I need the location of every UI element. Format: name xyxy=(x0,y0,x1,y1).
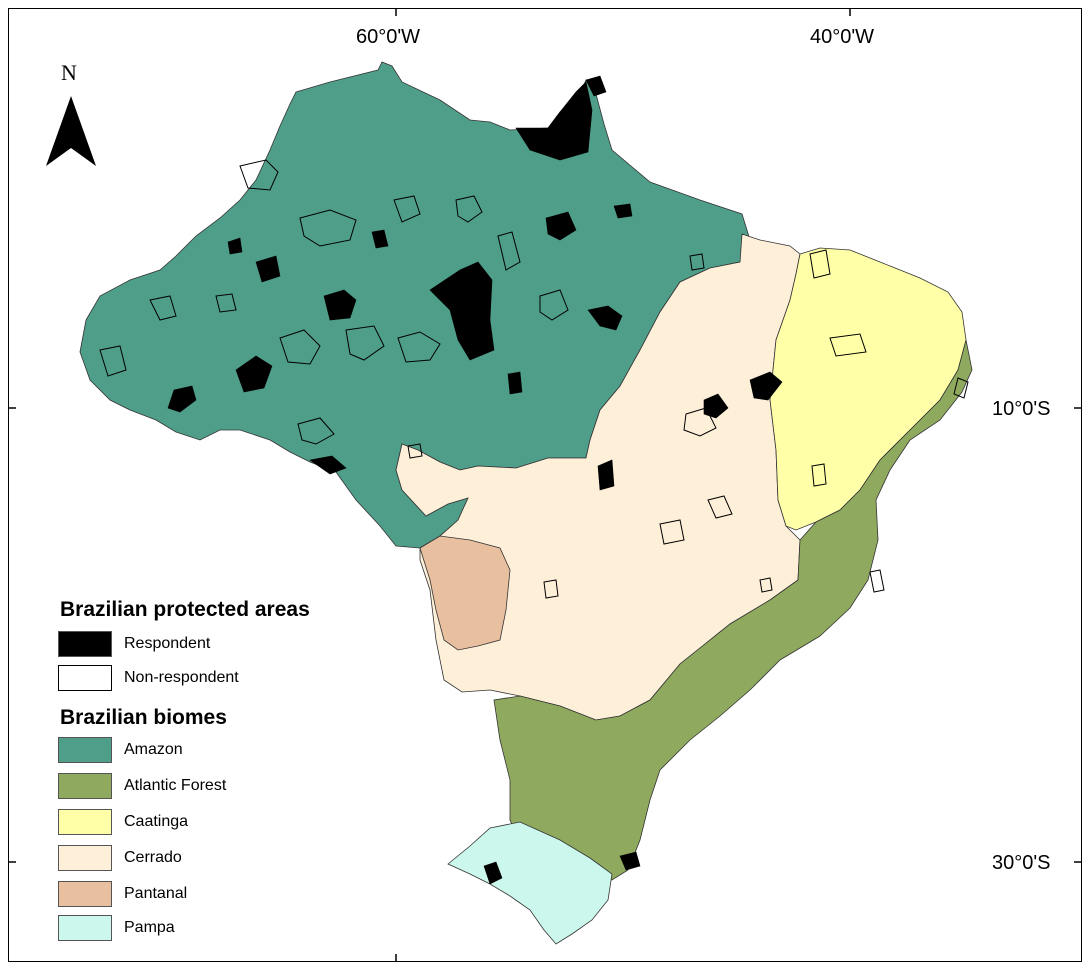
legend-swatch-atlantic-forest xyxy=(58,773,112,799)
legend-swatch-respondent xyxy=(58,631,112,657)
legend-item-caatinga: Caatinga xyxy=(58,808,188,836)
non-respondent-areas xyxy=(99,159,969,599)
legend-label-cerrado: Cerrado xyxy=(124,849,182,866)
legend-swatch-pantanal xyxy=(58,881,112,907)
legend-item-atlantic-forest: Atlantic Forest xyxy=(58,772,226,800)
legend-item-pantanal: Pantanal xyxy=(58,880,187,908)
legend-swatch-cerrado xyxy=(58,845,112,871)
longitude-label-40w: 40°0'W xyxy=(810,26,875,48)
legend-swatch-non-respondent xyxy=(58,665,112,691)
latitude-label-10s: 10°0'S xyxy=(992,398,1051,420)
legend-item-respondent: Respondent xyxy=(58,630,210,658)
biome-pampa xyxy=(447,821,613,945)
legend-label-respondent: Respondent xyxy=(124,635,211,652)
legend-label-atlantic-forest: Atlantic Forest xyxy=(124,777,227,794)
legend-protected-title: Brazilian protected areas xyxy=(60,598,310,621)
legend-item-non-respondent: Non-respondent xyxy=(58,664,239,692)
graticule-ticks xyxy=(8,8,1082,962)
legend-label-pantanal: Pantanal xyxy=(124,885,188,902)
legend-item-pampa: Pampa xyxy=(58,914,175,942)
north-arrow-icon xyxy=(46,96,96,166)
legend-item-amazon: Amazon xyxy=(58,736,183,764)
latitude-label-30s: 30°0'S xyxy=(992,852,1051,874)
respondent-areas xyxy=(167,75,783,885)
legend-label-amazon: Amazon xyxy=(124,741,183,758)
legend-label-non-respondent: Non-respondent xyxy=(124,669,239,686)
legend-item-cerrado: Cerrado xyxy=(58,844,182,872)
legend-swatch-pampa xyxy=(58,915,112,941)
longitude-label-60w: 60°0'W xyxy=(356,26,421,48)
legend-biomes-title: Brazilian biomes xyxy=(60,706,227,729)
legend-label-pampa: Pampa xyxy=(124,919,175,936)
legend-swatch-caatinga xyxy=(58,809,112,835)
north-label: N xyxy=(61,60,77,85)
legend-swatch-amazon xyxy=(58,737,112,763)
biome-pantanal xyxy=(419,535,511,651)
legend-label-caatinga: Caatinga xyxy=(124,813,189,830)
